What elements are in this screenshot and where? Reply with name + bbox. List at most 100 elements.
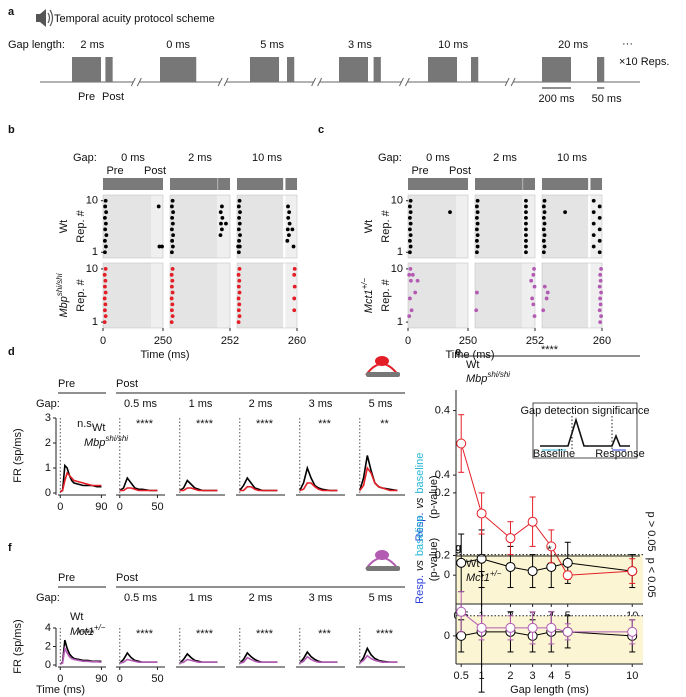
y-tick-label: 1 bbox=[92, 316, 98, 328]
spike bbox=[597, 238, 602, 243]
raster-bg bbox=[408, 195, 456, 258]
spike bbox=[475, 221, 480, 226]
spike bbox=[238, 210, 242, 215]
gap-prefix: Gap: bbox=[378, 152, 402, 164]
raster-frame bbox=[541, 262, 603, 329]
stimulus-post bbox=[523, 178, 535, 190]
scale-label: 50 ms bbox=[592, 93, 622, 105]
post-label: Post bbox=[449, 165, 471, 177]
threshold-label: p > 0.05 bbox=[645, 512, 657, 552]
spike bbox=[408, 238, 412, 243]
spike bbox=[103, 314, 108, 319]
raster-frame bbox=[236, 262, 298, 329]
raster-bg bbox=[103, 195, 151, 258]
row-label-main: Wt bbox=[363, 220, 375, 233]
spike bbox=[169, 272, 174, 277]
x-tick-label: 0 bbox=[57, 673, 63, 685]
spike bbox=[541, 216, 546, 220]
inset-frame bbox=[532, 402, 638, 459]
post-header: Post bbox=[116, 572, 138, 584]
gap-label: 2 ms bbox=[249, 592, 273, 604]
spike bbox=[541, 238, 546, 243]
spike bbox=[408, 210, 413, 215]
y-tick-label: 4 bbox=[45, 622, 51, 634]
spike bbox=[104, 233, 109, 237]
axis-break bbox=[401, 78, 408, 86]
raster-bg bbox=[542, 195, 589, 258]
spike bbox=[170, 302, 175, 307]
gap-length: 10 ms bbox=[438, 39, 468, 51]
gap-length-label: Gap length: bbox=[8, 39, 65, 51]
raster-bg bbox=[408, 263, 456, 328]
raster-bg bbox=[103, 263, 151, 328]
x-tick-label: 90 bbox=[95, 501, 107, 513]
gap-length: 2 ms bbox=[80, 39, 104, 51]
trace bbox=[239, 656, 278, 664]
x-tick-label: 10 bbox=[626, 670, 638, 682]
spike bbox=[170, 204, 174, 209]
spike bbox=[524, 227, 528, 232]
row-label-main: Wt bbox=[58, 220, 70, 233]
raster-bg bbox=[523, 195, 535, 258]
trace bbox=[119, 487, 158, 492]
spike bbox=[591, 210, 596, 215]
spike bbox=[542, 221, 547, 226]
raster-frame bbox=[541, 194, 603, 259]
significance: **** bbox=[136, 628, 154, 640]
spike bbox=[287, 210, 292, 215]
y-tick-label: 0 bbox=[45, 487, 51, 499]
legend-entry: Mbpshi/shi bbox=[466, 370, 510, 385]
gap-label: 2 ms bbox=[493, 152, 517, 164]
y-label-vs: vs bbox=[414, 497, 426, 509]
spike bbox=[236, 204, 241, 209]
y-axis-label: Rep. # bbox=[75, 209, 87, 242]
raster-bg bbox=[151, 195, 163, 258]
spike bbox=[218, 233, 223, 237]
raster-frame bbox=[407, 194, 469, 259]
pre-pulse bbox=[542, 57, 571, 82]
spike bbox=[475, 238, 479, 243]
post-header: Post bbox=[116, 378, 138, 390]
point bbox=[562, 570, 573, 581]
spike bbox=[171, 210, 175, 215]
spike bbox=[237, 221, 242, 226]
spike bbox=[224, 221, 228, 226]
spike bbox=[542, 244, 547, 249]
significance: **** bbox=[376, 628, 394, 640]
raster-bg bbox=[285, 263, 297, 328]
spike bbox=[524, 204, 528, 209]
gap-label: 0.5 ms bbox=[124, 592, 158, 604]
spike bbox=[103, 267, 108, 271]
x-tick-label: 250 bbox=[459, 335, 477, 347]
post-pulse bbox=[287, 57, 295, 82]
spike bbox=[598, 296, 603, 301]
y-tick-label: 1 bbox=[92, 246, 98, 258]
point bbox=[546, 622, 557, 633]
gap-length: 20 ms bbox=[558, 39, 588, 51]
x-tick-label: 0 bbox=[405, 335, 411, 347]
spike bbox=[407, 314, 412, 319]
x-tick-label: 2 bbox=[507, 670, 513, 682]
spike bbox=[237, 302, 242, 307]
axis-break bbox=[217, 77, 229, 87]
post-pulse bbox=[471, 57, 479, 82]
panel-letter: c bbox=[318, 124, 324, 136]
legend-entry-main: Mbp bbox=[466, 373, 487, 385]
spike bbox=[408, 244, 413, 249]
legend-entry-main: Wt bbox=[92, 422, 105, 434]
post-label: Post bbox=[144, 165, 166, 177]
gap-label: 10 ms bbox=[252, 152, 282, 164]
x-axis-label: Time (ms) bbox=[36, 684, 85, 696]
spike bbox=[157, 244, 162, 249]
y-tick-label: 10 bbox=[391, 263, 403, 275]
raster-bg bbox=[542, 263, 589, 328]
legend-entry: Wt bbox=[466, 558, 479, 570]
stimulus-post bbox=[218, 178, 230, 190]
row-label-main: Mct1 bbox=[363, 289, 375, 313]
panel-letter: g bbox=[455, 542, 462, 554]
spike bbox=[286, 204, 290, 209]
raster-bg bbox=[590, 195, 602, 258]
legend-entry-main: Mct1 bbox=[466, 572, 490, 584]
pre-pulse bbox=[160, 57, 189, 82]
